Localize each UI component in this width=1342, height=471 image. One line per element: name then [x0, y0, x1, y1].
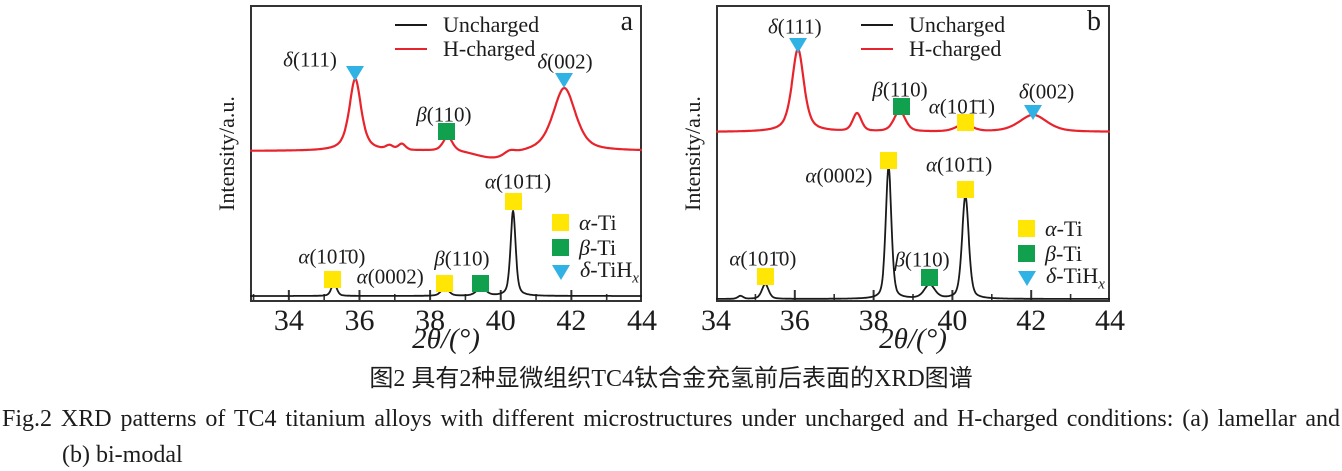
delta-phase-marker — [788, 37, 807, 53]
peak-label: α(101̄0) — [729, 246, 797, 271]
uncharged-line-swatch — [861, 24, 893, 26]
x-tick-label: 36 — [344, 304, 375, 337]
peak-label: β(110) — [434, 246, 490, 271]
peak-label: β(110) — [872, 77, 928, 102]
alpha-phase-marker — [756, 267, 774, 285]
peak-label: β(110) — [894, 247, 950, 272]
legend-label-h-charged: H-charged — [443, 36, 536, 61]
beta-phase-marker — [437, 122, 455, 140]
peak-label: δ(111) — [283, 47, 337, 72]
h-charged-line-swatch — [861, 48, 893, 50]
peak-label: α(0002) — [805, 163, 873, 188]
phase-row-alpha-ti: α-Ti — [552, 210, 639, 235]
x-tick-label: 40 — [485, 304, 516, 337]
x-tick-label: 34 — [273, 304, 304, 337]
phase-legend-b: α-Ti β-Ti δ-TiHx — [1018, 216, 1105, 293]
xrd-panel-b: b Uncharged H-charged α-Ti β-Ti δ-TiH — [701, 5, 1125, 337]
peak-label: α(101̄0) — [298, 244, 366, 269]
xrd-panel-a: a Uncharged H-charged α-Ti β-Ti δ-TiH — [250, 5, 657, 337]
y-axis-label-b: Intensity/a.u. — [680, 96, 705, 212]
x-tick-label: 42 — [1016, 304, 1047, 337]
x-tick-label: 34 — [701, 304, 731, 337]
panel-label-a: a — [620, 6, 633, 37]
plot-border — [716, 5, 1110, 302]
alpha-phase-marker — [957, 113, 975, 131]
beta-phase-marker — [892, 97, 910, 115]
uncharged-curve — [716, 166, 1110, 300]
delta-phase-marker — [1024, 104, 1043, 120]
phase-row-alpha-ti: α-Ti — [1018, 216, 1105, 241]
h-charged-line-swatch — [395, 48, 427, 50]
x-axis-label-a: 2θ/(°) — [412, 323, 480, 355]
alpha-phase-marker — [324, 270, 342, 288]
peak-label: β(110) — [416, 102, 472, 127]
beta-ti-square-swatch — [1018, 245, 1035, 262]
alpha-phase-marker — [956, 180, 974, 198]
peak-label: α(0002) — [356, 264, 424, 289]
beta-phase-marker — [472, 274, 490, 292]
panel-label-b: b — [1087, 6, 1101, 37]
peak-label: δ(002) — [1018, 79, 1075, 104]
delta-phase-marker — [346, 65, 365, 81]
caption-english-line2: (b) bi-modal — [62, 442, 183, 468]
phase-label-delta-tihx: δ-TiHx — [580, 257, 639, 287]
x-tick-label: 44 — [1095, 304, 1125, 337]
delta-phase-marker — [555, 72, 574, 88]
phase-label-alpha-ti: α-Ti — [579, 209, 617, 235]
plot-border — [250, 5, 642, 302]
legend-label-uncharged: Uncharged — [909, 12, 1006, 37]
x-tick-label: 42 — [556, 304, 587, 337]
x-tick-label: 38 — [858, 304, 889, 337]
alpha-ti-square-swatch — [1018, 220, 1035, 237]
alpha-phase-marker — [436, 274, 454, 292]
alpha-phase-marker — [504, 192, 522, 210]
phase-legend-a: α-Ti β-Ti δ-TiHx — [552, 210, 639, 287]
y-axis-label-a: Intensity/a.u. — [214, 96, 239, 212]
series-legend-b: Uncharged H-charged — [861, 12, 1006, 61]
legend-row-h-charged: H-charged — [395, 36, 539, 61]
delta-tihx-triangle-swatch — [1018, 271, 1036, 286]
phase-label-beta-ti: β-Ti — [1045, 240, 1083, 266]
legend-label-h-charged: H-charged — [909, 36, 1002, 61]
legend-row-uncharged: Uncharged — [861, 12, 1006, 37]
phase-row-beta-ti: β-Ti — [1018, 241, 1105, 266]
phase-label-delta-tihx: δ-TiHx — [1046, 263, 1105, 293]
caption-chinese: 图2 具有2种显微组织TC4钛合金充氢前后表面的XRD图谱 — [369, 366, 973, 392]
caption-english-line1: Fig.2 XRD patterns of TC4 titanium alloy… — [2, 406, 1340, 432]
alpha-ti-square-swatch — [552, 214, 569, 231]
x-tick-label: 44 — [627, 304, 657, 337]
beta-ti-square-swatch — [552, 239, 569, 256]
peak-label: α(101̄1) — [925, 152, 993, 177]
legend-row-h-charged: H-charged — [861, 36, 1005, 61]
x-axis-label-b: 2θ/(°) — [879, 323, 947, 355]
series-legend-a: Uncharged H-charged — [395, 12, 540, 61]
alpha-phase-marker — [880, 151, 898, 169]
phase-label-beta-ti: β-Ti — [579, 234, 617, 260]
delta-tihx-triangle-swatch — [552, 265, 570, 280]
peak-label: α(101̄1) — [484, 169, 552, 194]
x-tick-label: 38 — [415, 304, 446, 337]
phase-row-delta-tihx: δ-TiHx — [1018, 263, 1105, 293]
peak-label: δ(002) — [537, 49, 593, 74]
h-charged-curve — [716, 47, 1110, 133]
x-tick-label: 36 — [779, 304, 810, 337]
legend-row-uncharged: Uncharged — [395, 12, 540, 37]
phase-row-delta-tihx: δ-TiHx — [552, 257, 639, 287]
peak-label: δ(111) — [767, 14, 822, 39]
phase-label-alpha-ti: α-Ti — [1045, 215, 1083, 241]
phase-row-beta-ti: β-Ti — [552, 235, 639, 260]
xrd-plot-svg — [716, 5, 1110, 302]
beta-phase-marker — [920, 268, 938, 286]
x-tick-label: 40 — [937, 304, 968, 337]
uncharged-line-swatch — [395, 24, 427, 26]
peak-label: α(101̄1) — [928, 94, 995, 119]
legend-label-uncharged: Uncharged — [443, 12, 540, 37]
